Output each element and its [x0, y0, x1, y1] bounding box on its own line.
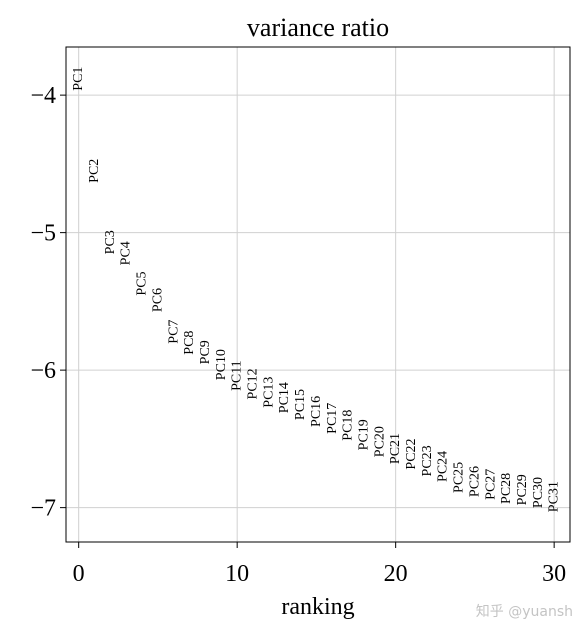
point-label-pc9: PC9	[198, 340, 213, 364]
point-label-pc14: PC14	[277, 382, 292, 413]
point-label-pc8: PC8	[182, 331, 197, 355]
point-label-pc25: PC25	[452, 462, 467, 493]
chart-title: variance ratio	[247, 13, 389, 42]
point-label-pc5: PC5	[135, 271, 150, 295]
point-label-pc3: PC3	[103, 230, 118, 254]
point-label-pc15: PC15	[293, 389, 308, 420]
point-label-pc16: PC16	[309, 396, 324, 427]
point-label-pc6: PC6	[150, 288, 165, 312]
watermark: 知乎 @yuansh	[475, 604, 573, 620]
point-label-pc28: PC28	[499, 473, 514, 504]
y-tick-label: −5	[30, 221, 56, 247]
point-label-pc4: PC4	[119, 241, 134, 265]
point-label-pc20: PC20	[372, 426, 387, 457]
point-label-pc1: PC1	[71, 67, 86, 91]
x-tick-label: 0	[73, 561, 85, 587]
point-label-pc13: PC13	[261, 377, 276, 408]
point-label-pc29: PC29	[515, 474, 530, 505]
point-label-pc2: PC2	[87, 159, 102, 183]
point-label-pc21: PC21	[388, 433, 403, 464]
point-label-pc27: PC27	[483, 469, 498, 500]
y-tick-label: −7	[30, 496, 56, 522]
x-tick-label: 20	[384, 561, 408, 587]
point-label-pc19: PC19	[356, 419, 371, 450]
axis-ticks: 0 10 20 30 −4 −5 −6 −7	[30, 83, 566, 587]
point-label-pc31: PC31	[547, 481, 562, 512]
point-label-pc26: PC26	[467, 466, 482, 497]
point-label-pc12: PC12	[246, 368, 261, 399]
plot-frame	[65, 46, 571, 543]
point-label-pc17: PC17	[325, 403, 340, 434]
point-label-pc18: PC18	[341, 410, 356, 441]
point-label-pc24: PC24	[436, 451, 451, 482]
point-label-pc30: PC30	[531, 477, 546, 508]
x-tick-label: 10	[225, 561, 249, 587]
point-label-pc10: PC10	[214, 349, 229, 380]
grid-lines	[66, 47, 570, 542]
y-tick-label: −4	[30, 83, 56, 109]
x-axis-label: ranking	[281, 594, 354, 620]
x-tick-label: 30	[542, 561, 566, 587]
point-label-pc7: PC7	[166, 320, 181, 344]
y-tick-label: −6	[30, 358, 56, 384]
point-label-pc22: PC22	[404, 438, 419, 469]
point-label-pc23: PC23	[420, 445, 435, 476]
point-label-pc11: PC11	[230, 360, 245, 391]
